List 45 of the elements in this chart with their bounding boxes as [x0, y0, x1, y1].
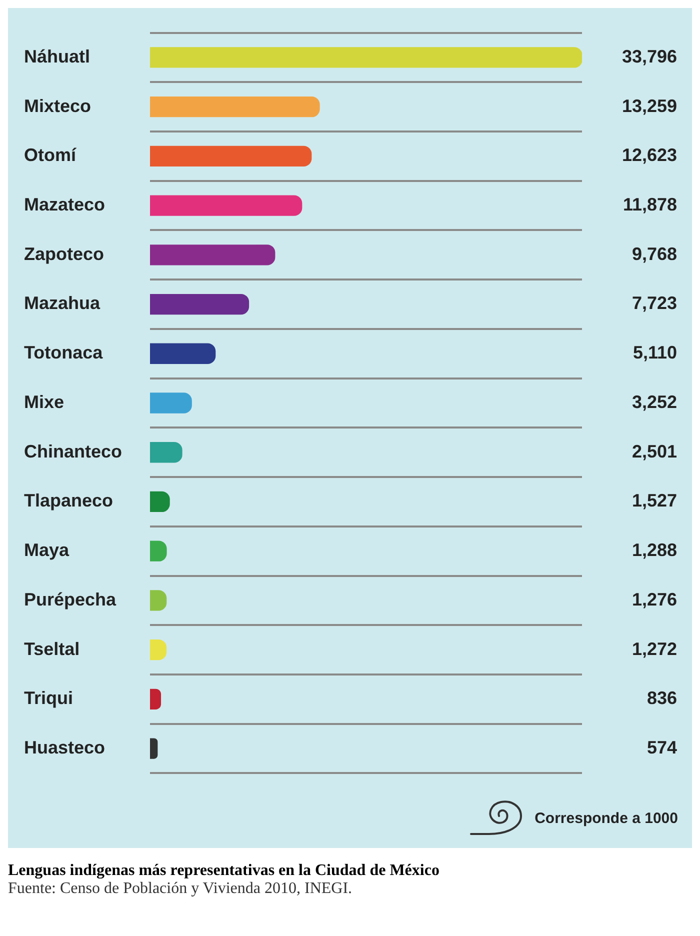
- y-tick-label: Tseltal: [24, 638, 80, 659]
- data-label: 3,252: [632, 392, 677, 412]
- y-tick-label: Chinanteco: [24, 441, 122, 462]
- data-label: 1,288: [632, 540, 677, 560]
- data-label: 7,723: [632, 293, 677, 314]
- data-label: 2,501: [632, 441, 677, 462]
- data-label: 836: [646, 688, 677, 708]
- bar: [150, 491, 170, 512]
- data-label: 5,110: [632, 342, 677, 363]
- y-tick-label: Mazateco: [24, 194, 106, 215]
- y-tick-label: Mixe: [24, 392, 64, 412]
- data-label: 9,768: [632, 244, 677, 264]
- data-label: 574: [646, 737, 677, 758]
- y-tick-label: Náhuatl: [24, 46, 90, 66]
- data-label: 1,276: [632, 589, 677, 610]
- bar: [150, 343, 216, 364]
- data-label: 1,272: [632, 638, 677, 659]
- data-label: 11,878: [622, 194, 677, 215]
- data-label: 33,796: [622, 46, 677, 66]
- data-label: 12,623: [622, 145, 677, 166]
- bar: [150, 146, 312, 167]
- bar: [150, 738, 158, 759]
- bar: [150, 244, 276, 266]
- data-label: 13,259: [622, 96, 677, 116]
- bar: [150, 96, 320, 118]
- bar: [150, 294, 250, 315]
- bar: [150, 442, 182, 463]
- y-tick-label: Mazahua: [24, 293, 102, 314]
- bar: [150, 47, 582, 68]
- y-tick-label: Totonaca: [24, 342, 104, 363]
- text: Corresponde a 1000: [534, 810, 678, 826]
- bar: [150, 195, 302, 216]
- y-tick-label: Huasteco: [24, 737, 106, 758]
- y-tick-label: Triqui: [24, 688, 73, 708]
- y-tick-label: Tlapaneco: [24, 490, 114, 511]
- text: Lenguas indígenas más representativas en la Ciudad de México: [8, 862, 440, 880]
- bar: [150, 392, 192, 414]
- y-tick-label: Purépecha: [24, 589, 118, 610]
- y-tick-label: Otomí: [24, 145, 77, 166]
- y-tick-label: Maya: [24, 540, 70, 560]
- y-tick-label: Zapoteco: [24, 244, 104, 264]
- source-note: Fuente: Censo de Población y Vivienda 2010, INEGI.: [8, 880, 354, 898]
- y-tick-label: Mixteco: [24, 96, 92, 116]
- data-label: 1,527: [632, 490, 677, 511]
- bar: [150, 688, 162, 710]
